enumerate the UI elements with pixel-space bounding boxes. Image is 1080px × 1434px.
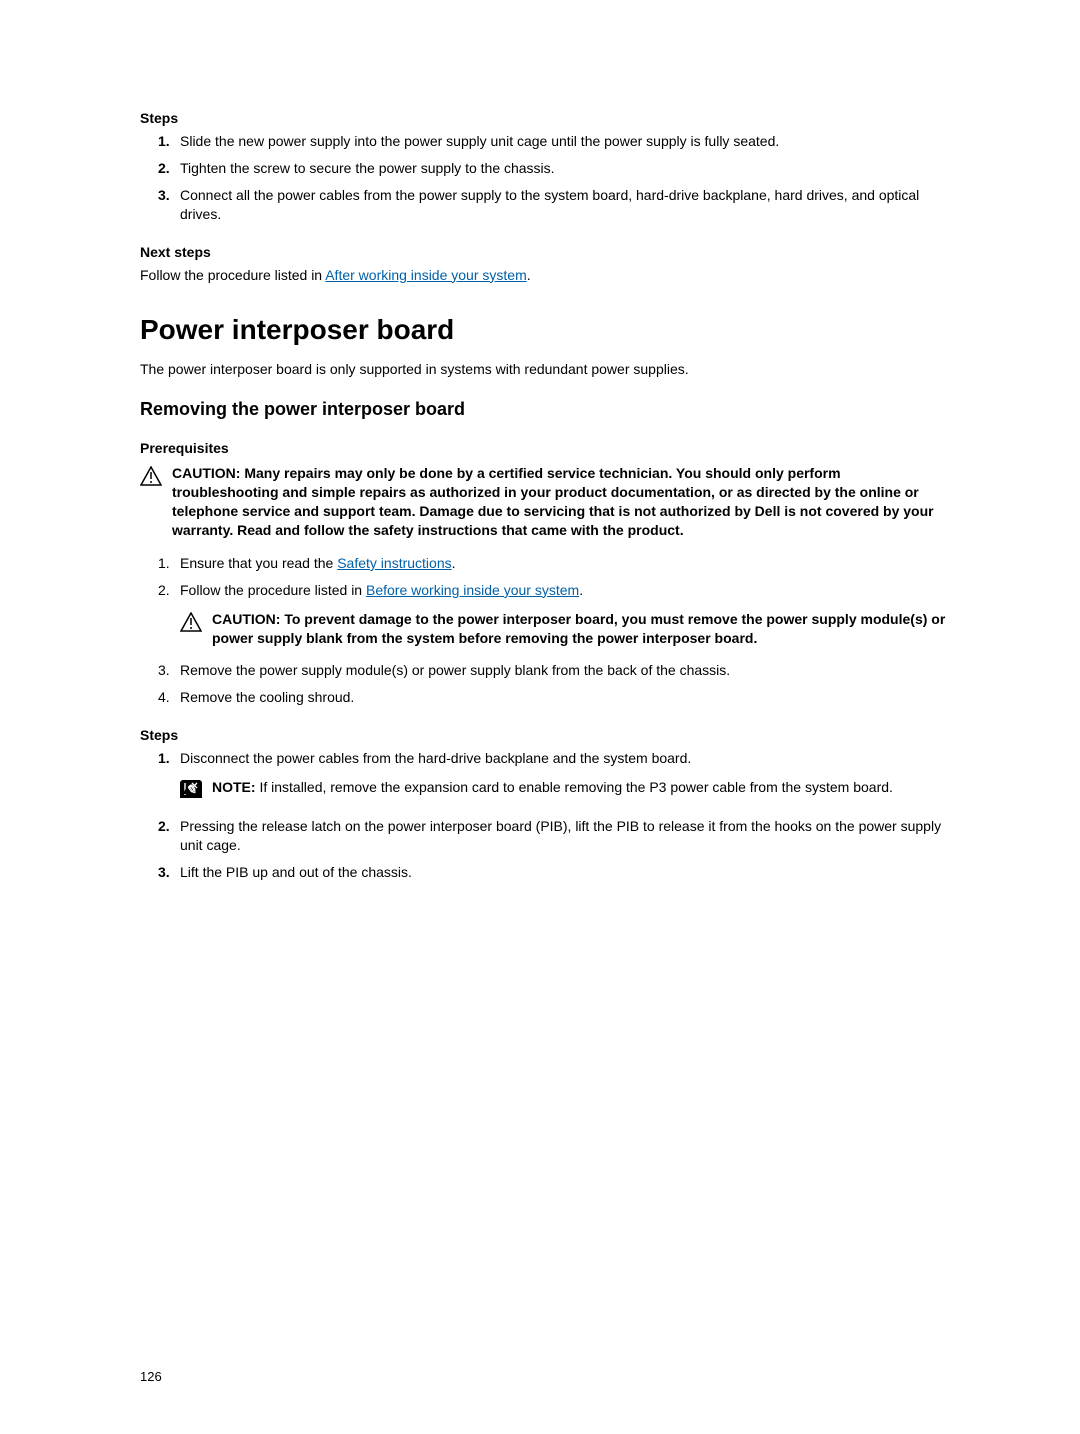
caution-lead: CAUTION: [172, 465, 244, 481]
text-prefix: Ensure that you read the [180, 555, 337, 571]
list-text: Tighten the screw to secure the power su… [180, 160, 555, 176]
list-item: 1. Ensure that you read the Safety instr… [158, 554, 950, 573]
text-prefix: Follow the procedure listed in [140, 267, 325, 283]
list-number: 1. [158, 554, 170, 573]
before-working-link[interactable]: Before working inside your system [366, 582, 579, 598]
steps-heading-bottom: Steps [140, 727, 950, 743]
list-text: Remove the cooling shroud. [180, 689, 354, 705]
caution-icon [140, 466, 164, 491]
list-number: 2. [158, 817, 170, 836]
list-number: 3. [158, 661, 170, 680]
list-item: 2. Pressing the release latch on the pow… [158, 817, 950, 855]
prereq-list: 1. Ensure that you read the Safety instr… [140, 554, 950, 707]
list-item: 3. Remove the power supply module(s) or … [158, 661, 950, 680]
steps-heading-top: Steps [140, 110, 950, 126]
prerequisites-heading: Prerequisites [140, 440, 950, 456]
list-item: 2. Follow the procedure listed in Before… [158, 581, 950, 648]
caution-icon [180, 612, 204, 637]
note-icon: ✎ [180, 780, 204, 803]
top-steps-list: 1. Slide the new power supply into the p… [140, 132, 950, 224]
list-text: Remove the power supply module(s) or pow… [180, 662, 730, 678]
svg-text:✎: ✎ [186, 782, 197, 797]
list-item: 1. Disconnect the power cables from the … [158, 749, 950, 803]
caution-callout: CAUTION: Many repairs may only be done b… [140, 464, 950, 540]
caution-body: To prevent damage to the power interpose… [212, 611, 945, 646]
section-heading: Removing the power interposer board [140, 399, 950, 420]
list-item: 2. Tighten the screw to secure the power… [158, 159, 950, 178]
list-text: Pressing the release latch on the power … [180, 818, 941, 853]
list-text: Disconnect the power cables from the har… [180, 750, 691, 766]
list-number: 1. [158, 132, 170, 151]
list-text: Connect all the power cables from the po… [180, 187, 919, 222]
text-suffix: . [452, 555, 456, 571]
next-steps-heading: Next steps [140, 244, 950, 260]
list-item: 4. Remove the cooling shroud. [158, 688, 950, 707]
page-title-desc: The power interposer board is only suppo… [140, 360, 950, 379]
list-item: 1. Slide the new power supply into the p… [158, 132, 950, 151]
text-suffix: . [579, 582, 583, 598]
list-number: 1. [158, 749, 170, 768]
next-steps-line: Follow the procedure listed in After wor… [140, 266, 950, 285]
caution-lead: CAUTION: [212, 611, 284, 627]
caution-text: CAUTION: To prevent damage to the power … [212, 610, 950, 648]
caution-body: Many repairs may only be done by a certi… [172, 465, 934, 538]
note-body: If installed, remove the expansion card … [259, 779, 892, 795]
after-working-link[interactable]: After working inside your system [325, 267, 527, 283]
safety-instructions-link[interactable]: Safety instructions [337, 555, 451, 571]
list-item: 3. Connect all the power cables from the… [158, 186, 950, 224]
list-number: 4. [158, 688, 170, 707]
caution-callout: CAUTION: To prevent damage to the power … [180, 610, 950, 648]
note-callout: ✎ NOTE: If installed, remove the expansi… [180, 778, 950, 803]
list-number: 3. [158, 863, 170, 882]
text-prefix: Follow the procedure listed in [180, 582, 366, 598]
text-suffix: . [527, 267, 531, 283]
list-item: 3. Lift the PIB up and out of the chassi… [158, 863, 950, 882]
page-number: 126 [140, 1369, 162, 1384]
note-lead: NOTE: [212, 779, 259, 795]
bottom-steps-list: 1. Disconnect the power cables from the … [140, 749, 950, 881]
note-text: NOTE: If installed, remove the expansion… [212, 778, 950, 797]
list-number: 3. [158, 186, 170, 205]
list-number: 2. [158, 581, 170, 600]
list-text: Slide the new power supply into the powe… [180, 133, 779, 149]
list-number: 2. [158, 159, 170, 178]
page-title: Power interposer board [140, 314, 950, 346]
caution-text: CAUTION: Many repairs may only be done b… [172, 464, 950, 540]
list-text: Lift the PIB up and out of the chassis. [180, 864, 412, 880]
